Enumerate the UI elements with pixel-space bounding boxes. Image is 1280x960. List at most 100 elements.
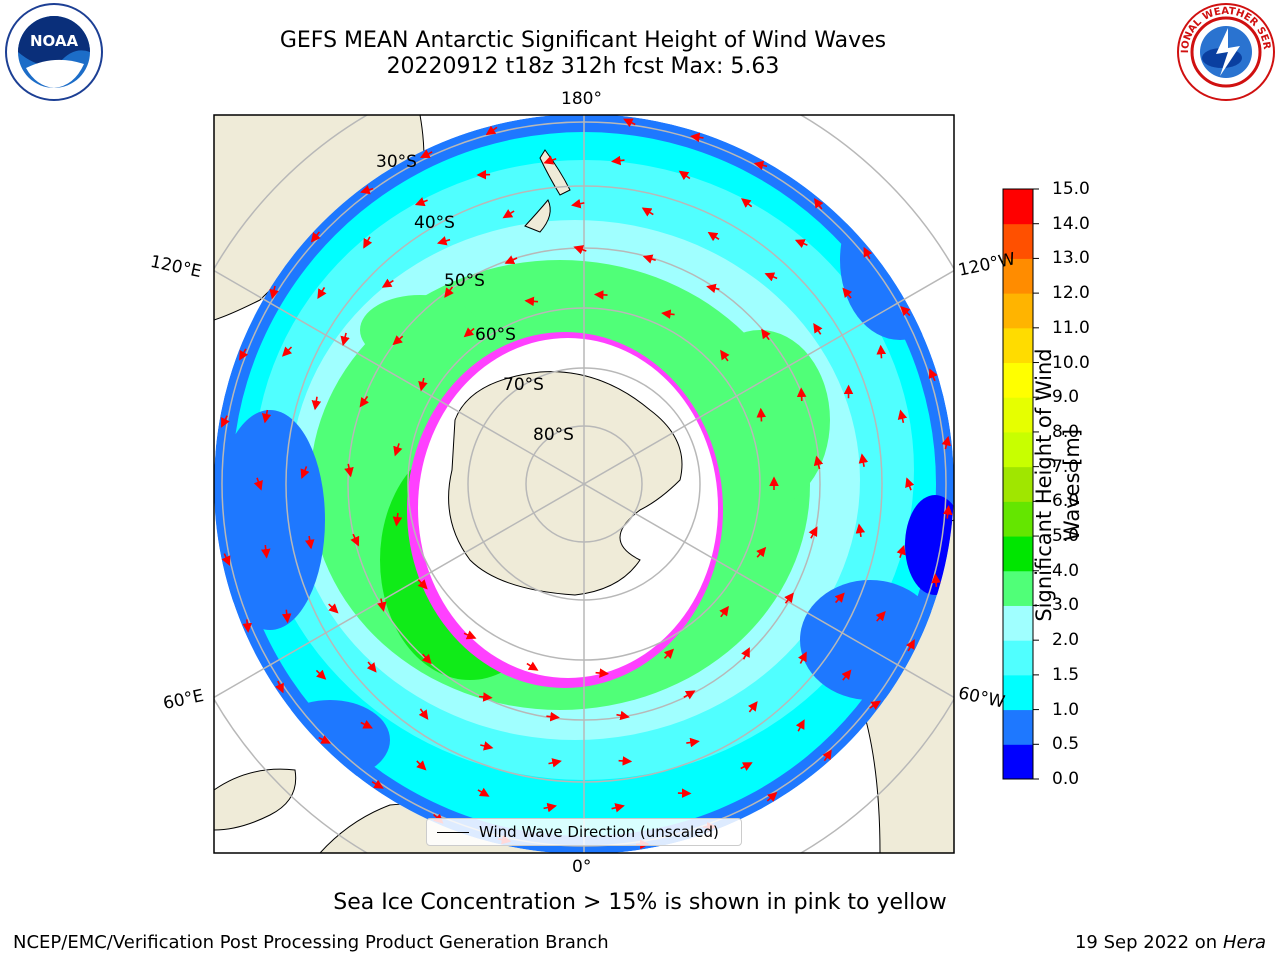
colorbar-bin	[1003, 709, 1033, 745]
chart-title: GEFS MEAN Antarctic Significant Height o…	[279, 28, 887, 53]
wind-wave-arrow	[720, 349, 730, 362]
wind-wave-arrow	[876, 344, 887, 359]
lat-label-80s: 80°S	[533, 425, 574, 445]
wind-wave-arrow	[869, 700, 882, 710]
wind-wave-arrow	[328, 603, 339, 614]
wind-wave-arrow	[281, 609, 292, 624]
land-australia-east	[810, 115, 954, 143]
wind-wave-arrow	[784, 592, 794, 604]
colorbar-tick-label: 12.0	[1052, 283, 1090, 304]
wind-wave-arrow	[444, 286, 454, 298]
wind-wave-arrow	[360, 719, 373, 729]
wind-wave-arrow	[548, 758, 562, 768]
colorbar-tick-label: 1.5	[1052, 664, 1080, 685]
wind-wave-arrow	[260, 545, 271, 559]
wind-wave-arrow	[616, 710, 630, 721]
colorbar-tick-label: 1.0	[1052, 699, 1080, 720]
colorbar-tick-label: 8.0	[1052, 421, 1080, 442]
wind-wave-arrow	[740, 762, 753, 771]
noaa-logo: NOAA	[5, 3, 103, 101]
colorbar-tick-label: 0.0	[1052, 769, 1080, 789]
wind-wave-arrow	[393, 443, 403, 457]
map-frame-content	[214, 115, 954, 853]
wind-wave-arrow	[661, 309, 675, 319]
wind-wave-arrow	[377, 598, 387, 612]
colorbar-bin	[1003, 258, 1033, 294]
wind-wave-arrow	[310, 231, 321, 243]
lat-label-70s: 70°S	[503, 375, 544, 395]
wind-wave-arrow	[416, 760, 427, 771]
wind-wave-arrow	[593, 290, 608, 300]
lon-label-180: 180°	[561, 89, 602, 109]
colorbar-bin	[1003, 223, 1033, 259]
colorbar-label: Significant Height of Wind Waves [m]	[1032, 348, 1084, 622]
wind-wave-arrow	[642, 254, 656, 264]
wind-wave-arrow	[543, 802, 557, 813]
wind-wave-arrow	[269, 285, 279, 300]
wind-wave-arrow	[842, 287, 853, 299]
colorbar-tick-label: 5.0	[1052, 526, 1080, 547]
wind-wave-arrow	[571, 198, 585, 209]
wind-wave-arrow	[359, 395, 370, 408]
wind-wave-arrow	[318, 735, 331, 744]
wind-wave-arrow	[417, 579, 428, 590]
wind-wave-arrow	[504, 255, 518, 265]
wind-wave-arrow	[418, 377, 428, 392]
wind-wave-arrow	[421, 653, 432, 665]
wind-wave-arrow	[875, 611, 886, 622]
wind-wave-arrow	[678, 170, 691, 181]
legend-line-swatch	[437, 832, 469, 833]
wind-wave-arrow	[813, 455, 824, 470]
wind-wave-arrow	[524, 296, 539, 307]
wind-wave-arrow	[315, 669, 327, 680]
wind-wave-arrow	[756, 546, 767, 558]
wind-wave-arrow	[311, 396, 322, 411]
wind-wave-arrow	[618, 756, 633, 766]
wind-wave-arrow	[796, 387, 807, 402]
land-africa	[214, 768, 297, 831]
wind-wave-arrow	[304, 535, 315, 550]
wind-wave-arrow	[275, 680, 284, 694]
wind-wave-arrow	[414, 197, 428, 207]
colorbar-tick-label: 4.0	[1052, 560, 1080, 581]
wind-wave-arrow	[479, 692, 493, 702]
wind-wave-arrow	[242, 619, 253, 633]
colorbar-bin	[1003, 536, 1033, 572]
wind-wave-arrow	[366, 661, 377, 673]
wind-wave-arrow	[543, 155, 557, 165]
lat-label-60s: 60°S	[475, 325, 516, 345]
colorbar-bin	[1003, 362, 1033, 398]
lat-label-50s: 50°S	[444, 271, 485, 291]
wind-wave-arrow	[623, 118, 636, 128]
wind-wave-arrow	[900, 305, 911, 317]
wind-wave-arrow	[350, 533, 360, 547]
wind-wave-arrow	[526, 661, 539, 671]
wind-wave-arrow	[766, 791, 778, 802]
wind-wave-arrow	[463, 327, 475, 338]
chart-subtitle: 20220912 t18z 312h fcst Max: 5.63	[386, 54, 780, 79]
wind-wave-arrow	[761, 328, 771, 341]
wind-wave-arrow	[436, 236, 451, 246]
wind-wave-arrow	[611, 155, 625, 166]
land-antarctica	[448, 371, 683, 596]
wind-wave-arrow	[897, 409, 908, 423]
wind-wave-arrow	[239, 348, 249, 361]
colorbar-tick-label: 0.5	[1052, 734, 1080, 755]
wind-wave-arrow	[834, 592, 845, 604]
colorbar-bin	[1003, 744, 1033, 780]
wind-wave-arrow	[822, 749, 832, 762]
wind-wave-arrow	[707, 231, 720, 242]
wind-wave-arrow	[360, 185, 374, 195]
wind-wave-arrow	[764, 272, 778, 282]
credit-text: NCEP/EMC/Verification Post Processing Pr…	[13, 932, 609, 953]
colorbar-tick-label: 7.0	[1052, 456, 1080, 477]
wind-wave-arrow	[719, 605, 729, 618]
wind-wave-arrow	[813, 197, 824, 210]
wind-wave-arrow	[741, 647, 750, 660]
colorbar-bin	[1003, 466, 1033, 502]
wind-wave-arrow	[419, 149, 433, 158]
colorbar-tick-label: 14.0	[1052, 213, 1090, 234]
wind-wave-arrow	[392, 335, 404, 346]
wind-wave-arrow	[317, 286, 327, 299]
nws-logo: NATIONAL WEATHER SERVICE	[1176, 2, 1275, 101]
